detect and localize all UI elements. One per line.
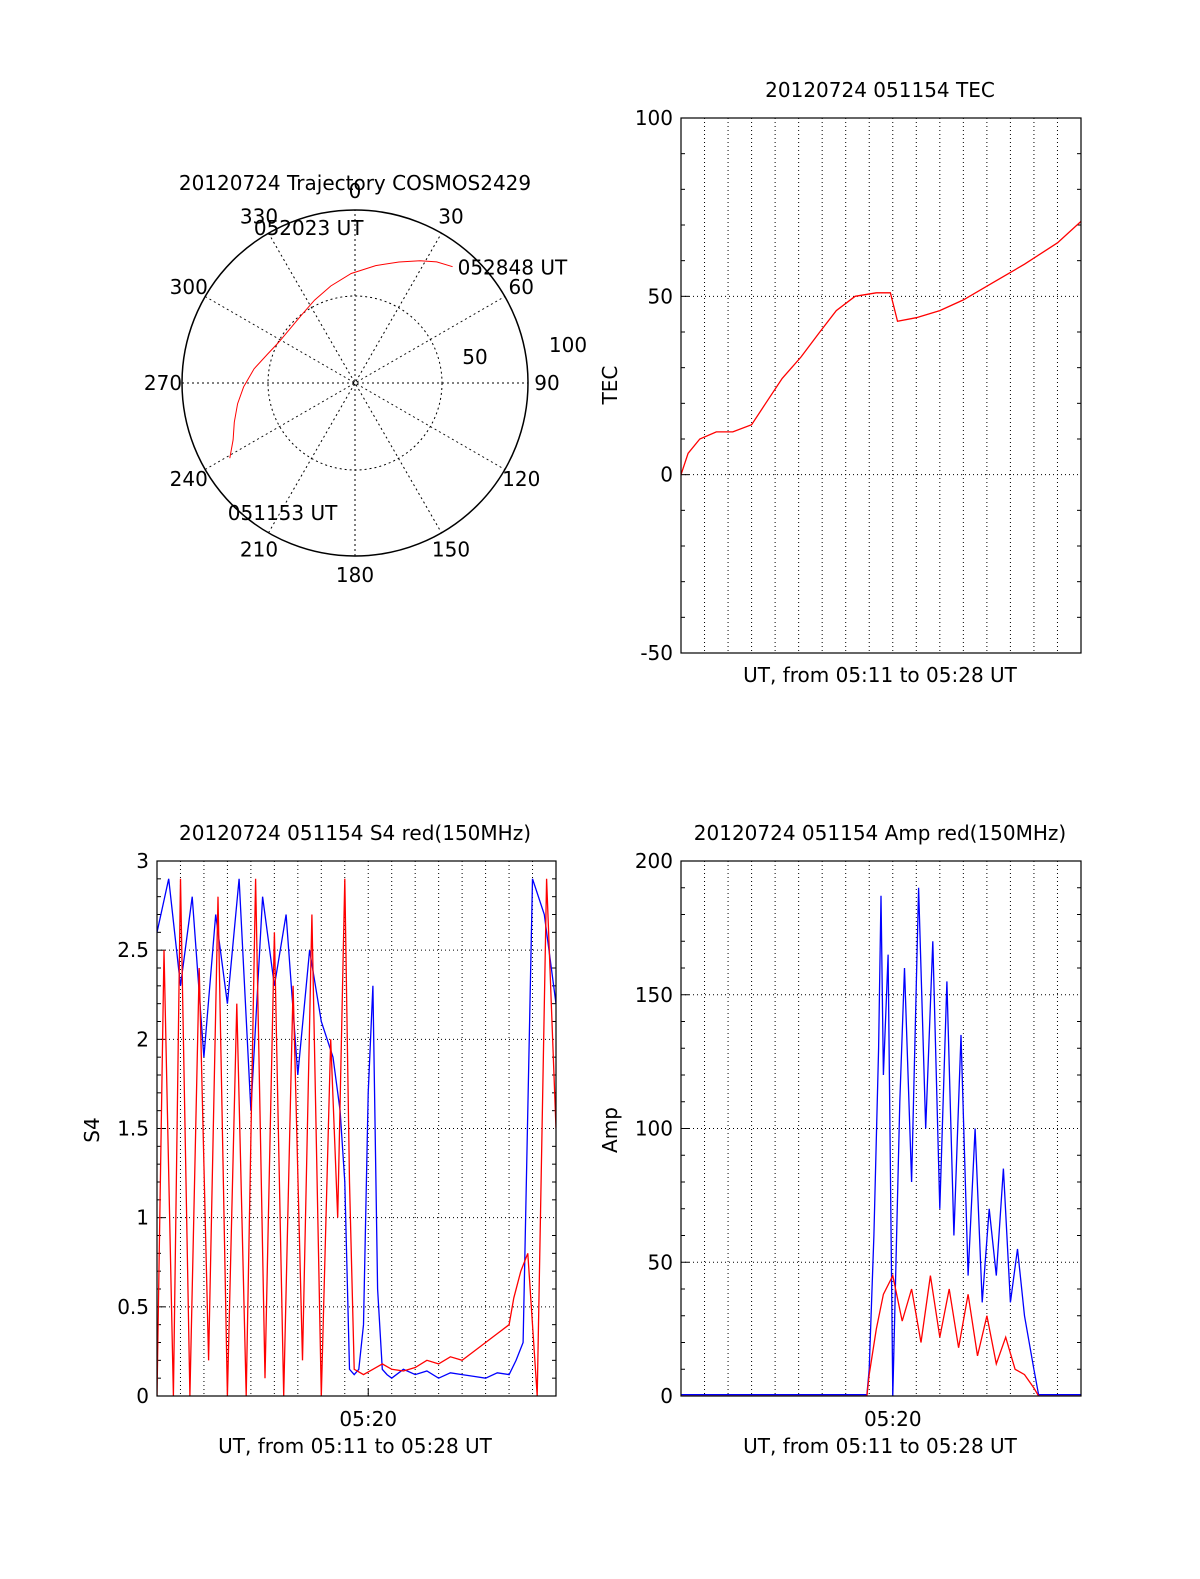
polar-annotation-0: 052848 UT — [458, 256, 568, 280]
polar-azimuth-labels: 0 30 60 90 120 150 180 210 240 270 300 330 — [144, 179, 560, 587]
amp-xtick-label-0: 05:20 — [864, 1407, 922, 1431]
polar-azimuth-label-300: 300 — [170, 275, 208, 299]
amp-plot-frame — [680, 860, 1082, 1397]
polar-azimuth-label-0: 0 — [349, 179, 362, 203]
tec-ytick-label-1: 0 — [660, 463, 673, 487]
s4-title: 20120724 051154 S4 red(150MHz) — [179, 821, 531, 845]
polar-azimuth-label-180: 180 — [336, 563, 374, 587]
tec-title: 20120724 051154 TEC — [765, 78, 995, 102]
amp-ytick-label-2: 100 — [635, 1117, 673, 1141]
polar-annotation-1: 052023 UT — [254, 216, 364, 240]
tec-ytick-label-2: 50 — [648, 284, 673, 308]
s4-ytick-label-5: 2.5 — [117, 938, 149, 962]
tec-chart: 20120724 051154 TEC UT, from 05:11 to 05… — [598, 78, 1082, 687]
satellite-track — [229, 260, 453, 459]
amp-ytick-label-0: 0 — [660, 1384, 673, 1408]
polar-azimuth-label-120: 120 — [502, 467, 540, 491]
s4-ytick-label-4: 2 — [136, 1027, 149, 1051]
s4-ytick-label-2: 1 — [136, 1206, 149, 1230]
s4-ylabel: S4 — [80, 1117, 104, 1142]
s4-ytick-label-1: 0.5 — [117, 1295, 149, 1319]
polar-azimuth-label-240: 240 — [170, 467, 208, 491]
s4-series-blue — [157, 878, 556, 1380]
amp-ytick-label-3: 150 — [635, 983, 673, 1007]
amp-ylabel: Amp — [598, 1107, 622, 1153]
amp-ytick-label-4: 200 — [635, 849, 673, 873]
tec-ytick-label-3: 100 — [635, 106, 673, 130]
polar-azimuth-label-270: 270 — [144, 371, 182, 395]
polar-azimuth-label-150: 150 — [432, 537, 470, 561]
polar-azimuth-label-210: 210 — [240, 537, 278, 561]
s4-ytick-label-3: 1.5 — [117, 1117, 149, 1141]
polar-inner-circle — [267, 295, 443, 471]
s4-ytick-label-0: 0 — [136, 1384, 149, 1408]
polar-title: 20120724 Trajectory COSMOS2429 — [179, 171, 531, 195]
polar-radius-label-50: 50 — [462, 345, 487, 369]
polar-azimuth-label-60: 60 — [509, 275, 534, 299]
s4-series-red — [157, 878, 556, 1396]
tec-plot-frame — [680, 117, 1082, 654]
s4-plot-frame — [156, 860, 557, 1397]
polar-radius-label-100: 100 — [549, 333, 587, 357]
tec-xlabel: UT, from 05:11 to 05:28 UT — [743, 663, 1018, 687]
polar-annotation-2: 051153 UT — [228, 501, 338, 525]
amp-ytick-label-1: 50 — [648, 1250, 673, 1274]
amp-chart: 20120724 051154 Amp red(150MHz) UT, from… — [598, 821, 1082, 1458]
amp-xlabel: UT, from 05:11 to 05:28 UT — [743, 1434, 1018, 1458]
tec-ylabel: TEC — [598, 366, 622, 406]
polar-azimuth-label-90: 90 — [534, 371, 559, 395]
amp-series-blue — [681, 887, 1081, 1396]
amp-title: 20120724 051154 Amp red(150MHz) — [694, 821, 1066, 845]
polar-azimuth-label-30: 30 — [438, 205, 463, 229]
s4-ytick-label-6: 3 — [136, 849, 149, 873]
s4-xtick-label-0: 05:20 — [339, 1407, 397, 1431]
tec-ytick-label-0: -50 — [640, 641, 673, 665]
polar-time-annotations: 052848 UT 052023 UT 051153 UT — [228, 216, 568, 525]
polar-azimuth-label-330: 330 — [240, 205, 278, 229]
polar-trajectory-chart: 20120724 Trajectory COSMOS2429 0 30 60 90 12… — [144, 171, 587, 587]
tec-series-red — [681, 220, 1081, 475]
amp-series-red — [681, 1273, 1081, 1396]
s4-xlabel: UT, from 05:11 to 05:28 UT — [218, 1434, 493, 1458]
s4-chart: 20120724 051154 S4 red(150MHz) UT, from … — [80, 821, 557, 1458]
